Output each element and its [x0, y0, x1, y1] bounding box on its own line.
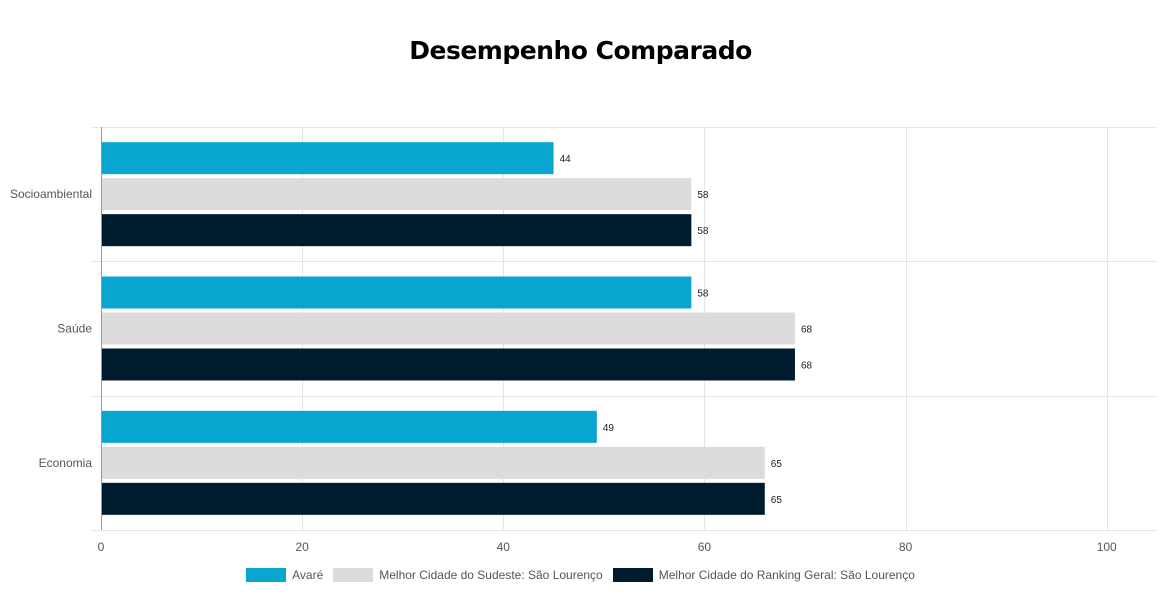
data-label: 65 — [771, 495, 783, 506]
chart-title: Desempenho Comparado — [409, 36, 752, 65]
legend-item[interactable]: Melhor Cidade do Ranking Geral: São Lour… — [612, 568, 915, 582]
x-tick-label: 80 — [899, 540, 913, 554]
y-tick-label: Saúde — [57, 322, 92, 336]
bar — [102, 214, 692, 247]
bar — [102, 446, 765, 479]
x-tick-label: 40 — [497, 540, 511, 554]
data-label: 68 — [801, 325, 813, 336]
data-label: 44 — [560, 154, 572, 165]
legend-item[interactable]: Avaré — [246, 568, 323, 582]
x-tick-label: 60 — [698, 540, 712, 554]
y-tick-label: Economia — [39, 456, 93, 470]
legend-swatch — [612, 568, 653, 582]
bar — [102, 410, 597, 443]
bar — [102, 178, 692, 211]
x-tick-label: 0 — [98, 540, 105, 554]
legend-swatch — [246, 568, 287, 582]
bar — [102, 312, 795, 345]
data-label: 65 — [771, 459, 783, 470]
legend-label: Melhor Cidade do Ranking Geral: São Lour… — [658, 568, 915, 582]
data-label: 49 — [603, 423, 615, 434]
data-label: 58 — [697, 226, 709, 237]
x-tick-label: 20 — [295, 540, 309, 554]
x-tick-label: 100 — [1097, 540, 1117, 554]
y-tick-label: Socioambiental — [10, 187, 92, 201]
bar — [102, 142, 554, 175]
legend-item[interactable]: Melhor Cidade do Sudeste: São Lourenço — [333, 568, 603, 582]
bar — [102, 482, 765, 515]
legend: Avaré Melhor Cidade do Sudeste: São Loure… — [0, 568, 1161, 582]
bar — [102, 276, 692, 309]
legend-label: Melhor Cidade do Sudeste: São Lourenço — [379, 568, 603, 582]
data-label: 58 — [697, 289, 709, 300]
bar — [102, 348, 795, 381]
data-label: 58 — [697, 190, 709, 201]
legend-swatch — [333, 568, 374, 582]
legend-label: Avaré — [292, 568, 324, 582]
data-label: 68 — [801, 361, 813, 372]
